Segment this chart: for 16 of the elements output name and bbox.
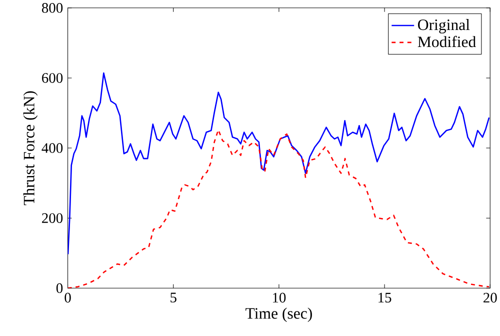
legend-label: Original: [418, 19, 470, 34]
x-tick-label: 15: [378, 293, 392, 303]
y-tick-label: 800: [42, 3, 63, 14]
line-series: [68, 72, 490, 256]
x-axis-title: Time (sec): [246, 308, 312, 322]
x-tick-label: 0: [64, 293, 71, 303]
x-tick-label: 10: [272, 293, 286, 303]
x-tick-label: 20: [484, 293, 497, 303]
y-tick-label: 600: [42, 73, 63, 84]
y-tick-label: 0: [56, 284, 63, 294]
y-axis-title: Thrust Force (kN): [23, 92, 38, 206]
x-tick-label: 5: [170, 293, 176, 303]
y-tick-label: 200: [42, 213, 63, 224]
line-series: [68, 129, 490, 288]
y-tick-label: 400: [42, 143, 63, 154]
legend-label: Modified: [418, 36, 476, 48]
